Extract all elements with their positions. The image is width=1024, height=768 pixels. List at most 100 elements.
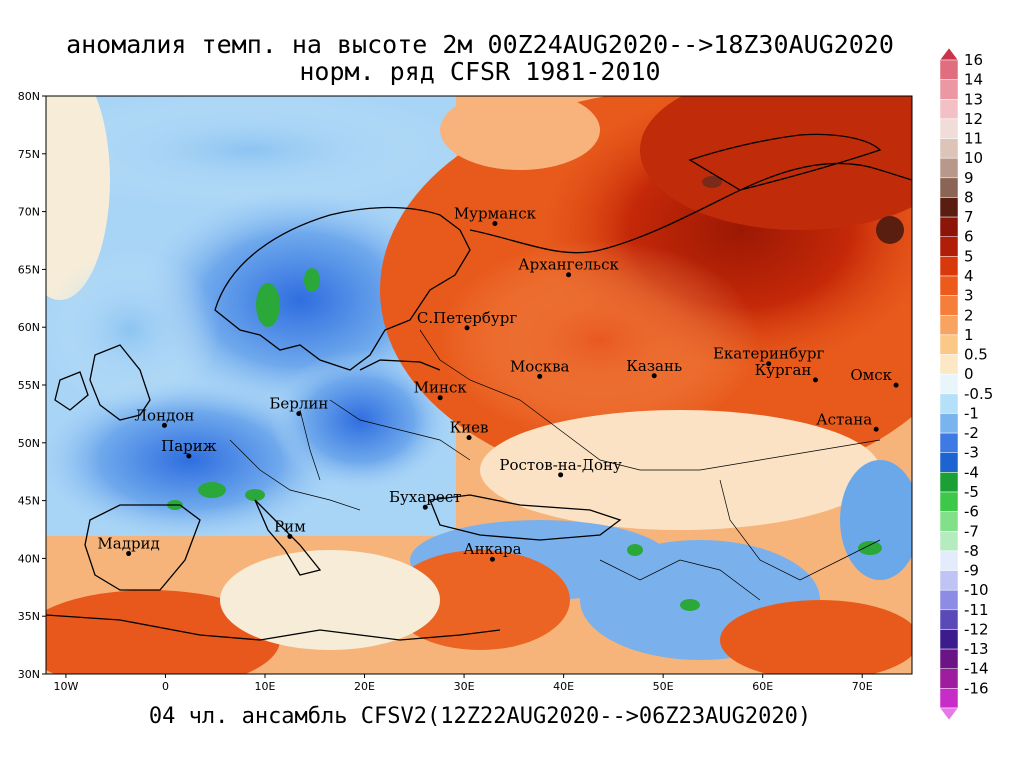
- colorbar-swatch: [939, 589, 959, 611]
- colorbar-label: 9: [964, 169, 974, 187]
- colorbar-label: -9: [964, 562, 979, 580]
- colorbar-swatch: [939, 197, 959, 218]
- colorbar-label: 6: [964, 228, 974, 246]
- city-marker: [651, 373, 657, 379]
- lon-tick-label: 50E: [653, 680, 674, 693]
- city-label: Архангельск: [518, 256, 619, 274]
- map-title: аномалия темп. на высоте 2м 00Z24AUG2020…: [66, 30, 894, 59]
- lon-tick-label: 70E: [852, 680, 873, 693]
- city-label: Анкара: [463, 540, 521, 558]
- city-label: Минск: [414, 379, 468, 397]
- city-label: Астана: [816, 410, 872, 428]
- colorbar-label: 13: [964, 90, 983, 108]
- lon-tick-label: 10E: [255, 680, 276, 693]
- colorbar-swatch: [939, 118, 959, 139]
- city-label: Мурманск: [454, 205, 537, 223]
- colorbar-label: 0.5: [964, 346, 988, 364]
- colorbar-swatch: [939, 491, 959, 512]
- city-labels: Мурманск Архангельск С.Петербург Москва Каза…: [97, 205, 899, 562]
- lon-tick-label: 60E: [752, 680, 773, 693]
- colorbar-label: 7: [964, 208, 974, 226]
- colorbar-label: -6: [964, 503, 979, 521]
- lat-tick-label: 55N: [18, 379, 40, 392]
- lon-tick-label: 0: [162, 680, 169, 693]
- colorbar-label: 12: [964, 110, 983, 128]
- colorbar-swatch: [939, 99, 959, 120]
- city-marker: [126, 551, 132, 557]
- city-marker: [186, 453, 192, 459]
- colorbar-label: -8: [964, 542, 979, 560]
- colorbar-label: 8: [964, 188, 974, 206]
- lat-tick-label: 30N: [18, 668, 40, 681]
- colorbar-label: -13: [964, 640, 989, 658]
- colorbar-label: -12: [964, 620, 989, 638]
- lat-tick-label: 80N: [18, 90, 40, 103]
- colorbar-swatch: [939, 138, 959, 159]
- colorbar-swatch: [939, 511, 959, 532]
- colorbar-swatch: [939, 79, 959, 100]
- lon-tick-label: 30E: [454, 680, 475, 693]
- lon-tick-label: 10W: [53, 680, 78, 693]
- colorbar-swatch: [939, 59, 959, 80]
- colorbar-label: 10: [964, 149, 983, 167]
- colorbar-label: 0: [964, 365, 974, 383]
- colorbar-swatch: [939, 275, 959, 296]
- city-marker: [812, 377, 818, 383]
- colorbar-swatch: [939, 452, 959, 473]
- lat-tick-label: 60N: [18, 321, 40, 334]
- colorbar-swatch: [939, 609, 959, 630]
- colorbar-swatch: [939, 570, 959, 591]
- colorbar-swatch: [939, 334, 959, 355]
- lat-tick-label: 40N: [18, 552, 40, 565]
- colorbar-swatch: [939, 177, 959, 198]
- colorbar-label: -10: [964, 581, 989, 599]
- city-marker: [422, 504, 428, 510]
- colorbar-label: -1: [964, 404, 979, 422]
- colorbar-swatch: [939, 413, 959, 434]
- city-label: Лондон: [135, 406, 195, 424]
- city-marker: [558, 472, 564, 478]
- colorbar-swatch: [939, 668, 959, 689]
- colorbar-swatch: [939, 354, 959, 375]
- colorbar-swatch: [939, 648, 959, 669]
- colorbar-swatch: [939, 315, 959, 336]
- colorbar-label: 2: [964, 306, 974, 324]
- colorbar-swatch: [939, 216, 959, 237]
- colorbar-label: -14: [964, 660, 989, 678]
- borders: [229, 329, 881, 601]
- city-label: Париж: [161, 437, 217, 455]
- city-label: Киев: [450, 419, 489, 437]
- city-label: Курган: [755, 361, 812, 379]
- colorbar-swatch: [939, 295, 959, 316]
- city-marker: [287, 533, 293, 539]
- city-marker: [161, 422, 167, 428]
- lat-tick-label: 45N: [18, 495, 40, 508]
- colorbar-swatch: [939, 157, 959, 179]
- colorbar-label: -7: [964, 522, 979, 540]
- lat-tick-label: 75N: [18, 148, 40, 161]
- colorbar-label: 11: [964, 130, 983, 148]
- city-marker: [489, 556, 495, 562]
- lat-tick-label: 35N: [18, 610, 40, 623]
- city-marker: [893, 382, 899, 388]
- colorbar-swatch: [939, 550, 959, 571]
- city-marker: [464, 325, 470, 331]
- city-marker: [766, 361, 772, 367]
- colorbar-label: 14: [964, 71, 983, 89]
- colorbar-swatch: [939, 373, 959, 395]
- colorbar-swatch: [939, 256, 959, 277]
- city-marker: [466, 435, 472, 441]
- city-marker: [437, 395, 443, 401]
- coastlines: [46, 133, 912, 641]
- city-marker: [873, 426, 879, 432]
- colorbar-swatch: [939, 472, 959, 493]
- colorbar-top-triangle: [939, 47, 959, 61]
- colorbar-label: -16: [964, 679, 989, 697]
- colorbar-label: -5: [964, 483, 979, 501]
- city-label: Берлин: [269, 395, 328, 413]
- city-label: Ростов-на-Дону: [499, 456, 622, 474]
- colorbar-label: 1: [964, 326, 974, 344]
- colorbar-label: -2: [964, 424, 979, 442]
- colorbar-label: 4: [964, 267, 974, 285]
